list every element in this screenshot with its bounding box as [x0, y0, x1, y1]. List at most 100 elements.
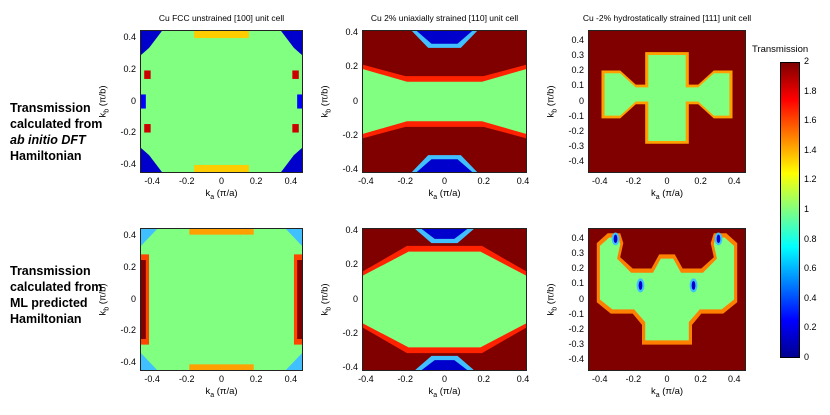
x-axis-label: ka (π/a): [362, 386, 527, 399]
y-axis-label-sub: b: [325, 306, 333, 311]
y-tick-label: -0.4: [568, 156, 584, 167]
row-label-line: calculated from: [10, 280, 103, 294]
pocket: [421, 229, 468, 239]
edge-strip: [297, 260, 302, 339]
x-tick-label: -0.4: [144, 374, 160, 384]
x-axis-label: ka (π/a): [588, 386, 746, 399]
x-tick-label: 0.4: [516, 176, 530, 186]
y-axis-label-unit: (π/b): [545, 84, 557, 109]
x-tick-label: -0.4: [358, 374, 374, 384]
y-tick-label: 0.2: [345, 61, 358, 72]
pocket: [691, 280, 696, 290]
region-band: [363, 69, 526, 134]
y-tick-label: 0.3: [571, 49, 584, 60]
row-label-dft: Transmission calculated from ab initio D…: [10, 100, 120, 164]
y-tick-label: -0.4: [120, 159, 136, 170]
x-tick-label: -0.2: [397, 176, 413, 186]
y-axis-label-main: k: [97, 310, 109, 316]
colorbar-tick-label: 1: [804, 204, 810, 214]
x-axis-label-unit: (π/a): [659, 386, 684, 397]
y-axis-label-unit: (π/b): [97, 282, 109, 307]
heatmap-svg: [141, 229, 302, 370]
x-axis-label-sub: a: [655, 391, 660, 399]
y-axis-label: kb (π/b): [98, 61, 111, 141]
edge-strip: [194, 31, 249, 39]
y-axis-label-main: k: [545, 112, 557, 118]
heatmap-svg: [589, 31, 745, 172]
x-tick-label: -0.4: [592, 374, 608, 384]
heatmap-plot: [362, 228, 527, 371]
x-tick-label: -0.4: [358, 176, 374, 186]
y-tick-label: 0.2: [123, 261, 136, 272]
region-band: [363, 251, 526, 348]
x-tick-label: 0: [441, 374, 447, 384]
y-tick-label: 0.2: [345, 259, 358, 270]
heatmap-plot: [362, 30, 527, 173]
y-tick-label: 0: [578, 293, 584, 304]
y-tick-label: 0: [130, 293, 136, 304]
row-label-line: ab initio DFT: [10, 132, 120, 148]
x-tick-label: -0.4: [144, 176, 160, 186]
x-tick-label: 0.4: [516, 374, 530, 384]
x-tick-label: 0.2: [477, 176, 491, 186]
panel-title: Cu 2% uniaxially strained [110] unit cel…: [370, 13, 519, 23]
x-axis-label-sub: a: [655, 193, 660, 201]
y-axis-label-main: k: [319, 112, 331, 118]
y-tick-label: -0.2: [342, 129, 358, 140]
row-label-ml: Transmission calculated from ML predicte…: [10, 263, 120, 327]
heatmap-svg: [589, 229, 745, 370]
heatmap-svg: [141, 31, 302, 172]
x-axis-label-unit: (π/a): [437, 188, 461, 199]
x-tick-label: 0.4: [284, 176, 298, 186]
colorbar-tick-label: 1.6: [804, 115, 817, 126]
pocket: [638, 280, 643, 290]
pocket: [416, 159, 473, 172]
colorbar-tick-label: 0: [804, 352, 810, 362]
x-tick-label: 0.4: [284, 374, 298, 384]
spacer: [363, 246, 526, 274]
y-tick-label: -0.2: [568, 323, 584, 334]
x-axis-label-unit: (π/a): [659, 188, 684, 199]
y-tick-label: 0.2: [571, 65, 584, 76]
y-tick-label: 0.1: [571, 80, 584, 91]
row-label-line: calculated from: [10, 117, 103, 131]
y-axis-label-main: k: [319, 310, 331, 316]
x-tick-label: 0: [218, 176, 224, 186]
x-tick-label: -0.2: [625, 374, 642, 384]
y-tick-label: -0.4: [342, 361, 358, 372]
x-axis-label-main: k: [205, 386, 211, 397]
y-tick-label: -0.2: [120, 127, 136, 138]
x-axis-label-main: k: [650, 386, 656, 397]
heatmap-plot: [588, 228, 746, 371]
pocket: [416, 31, 473, 44]
x-tick-label: 0.4: [727, 374, 741, 384]
x-tick-label: 0.2: [694, 374, 707, 384]
region-center: [141, 229, 302, 370]
colorbar-tick-label: 2: [804, 56, 810, 66]
y-tick-label: 0.4: [571, 232, 584, 243]
y-tick-label: -0.4: [120, 357, 136, 368]
heatmap-plot: [140, 30, 303, 173]
y-tick-label: 0.2: [123, 63, 136, 74]
x-axis-label: ka (π/a): [588, 188, 746, 201]
region-cross: [604, 55, 730, 141]
edge-pocket: [141, 94, 146, 109]
panel-title: Cu FCC unstrained [100] unit cell: [158, 13, 285, 23]
pocket: [421, 360, 468, 370]
y-tick-label: -0.1: [568, 110, 584, 121]
x-tick-label: 0.2: [477, 374, 491, 384]
x-axis-label: ka (π/a): [140, 386, 303, 399]
row-label-line: Transmission: [10, 264, 91, 278]
x-axis-label-main: k: [428, 386, 434, 397]
row-label-italic: ab initio DFT: [10, 133, 86, 147]
edge-pocket: [292, 124, 299, 133]
y-tick-label: 0.1: [571, 278, 584, 289]
x-tick-label: -0.2: [179, 176, 195, 186]
row-label-line: Hamiltonian: [10, 312, 82, 326]
y-axis-label: kb (π/b): [546, 259, 559, 339]
row-label-line: Hamiltonian: [10, 149, 82, 163]
edge-strip: [194, 164, 249, 172]
colorbar-tick-label: 1.2: [804, 174, 817, 185]
panel-title: Cu -2% hydrostatically strained [111] un…: [582, 13, 752, 23]
pocket-corner: [281, 148, 302, 172]
